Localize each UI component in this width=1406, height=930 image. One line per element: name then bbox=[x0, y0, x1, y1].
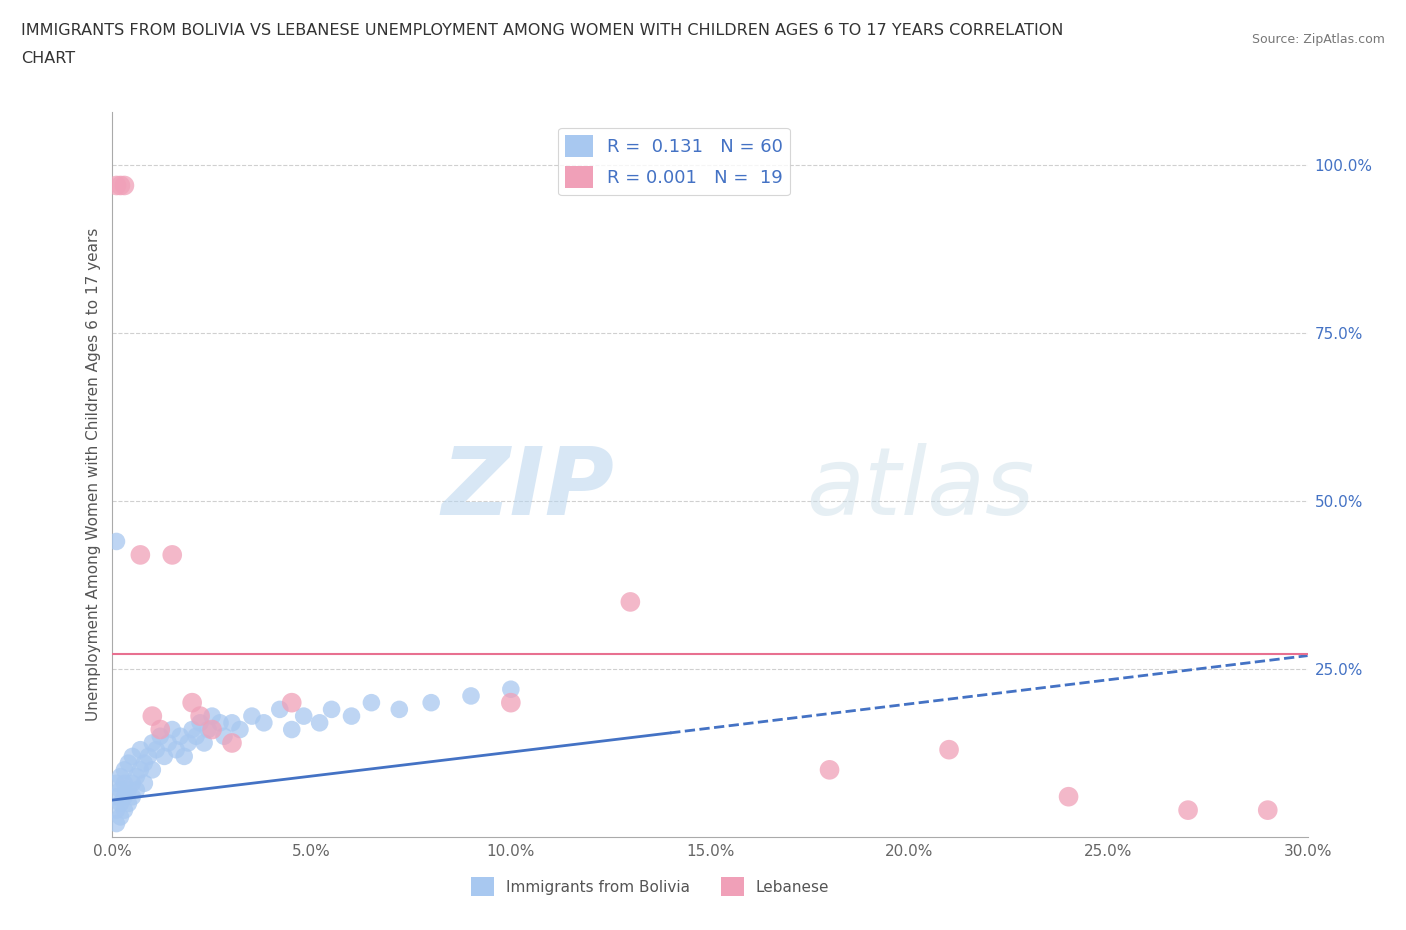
Point bbox=[141, 736, 163, 751]
Point bbox=[134, 776, 156, 790]
Point bbox=[177, 736, 200, 751]
Point bbox=[360, 696, 382, 711]
Point bbox=[129, 763, 152, 777]
Point bbox=[193, 736, 215, 751]
Point bbox=[157, 736, 180, 751]
Point bbox=[253, 715, 276, 730]
Point bbox=[188, 715, 211, 730]
Point bbox=[149, 722, 172, 737]
Point bbox=[110, 809, 132, 824]
Point bbox=[201, 722, 224, 737]
Point bbox=[110, 782, 132, 797]
Point bbox=[121, 749, 143, 764]
Point bbox=[114, 790, 135, 804]
Point bbox=[105, 817, 128, 831]
Point bbox=[1177, 803, 1199, 817]
Text: IMMIGRANTS FROM BOLIVIA VS LEBANESE UNEMPLOYMENT AMONG WOMEN WITH CHILDREN AGES : IMMIGRANTS FROM BOLIVIA VS LEBANESE UNEM… bbox=[21, 23, 1063, 38]
Point bbox=[197, 722, 219, 737]
Point bbox=[240, 709, 263, 724]
Text: ZIP: ZIP bbox=[441, 443, 614, 535]
Point bbox=[221, 736, 243, 751]
Point bbox=[114, 803, 135, 817]
Point bbox=[321, 702, 343, 717]
Point bbox=[105, 178, 128, 193]
Point bbox=[1257, 803, 1279, 817]
Point bbox=[420, 696, 443, 711]
Point bbox=[138, 749, 160, 764]
Point bbox=[269, 702, 291, 717]
Point bbox=[499, 682, 522, 697]
Point bbox=[141, 763, 163, 777]
Point bbox=[125, 769, 148, 784]
Point bbox=[110, 178, 132, 193]
Point bbox=[105, 790, 128, 804]
Point bbox=[141, 709, 163, 724]
Legend: Immigrants from Bolivia, Lebanese: Immigrants from Bolivia, Lebanese bbox=[465, 871, 835, 902]
Point bbox=[134, 756, 156, 771]
Point bbox=[1057, 790, 1080, 804]
Point bbox=[121, 790, 143, 804]
Point bbox=[181, 696, 204, 711]
Point bbox=[292, 709, 315, 724]
Point bbox=[340, 709, 363, 724]
Point bbox=[201, 709, 224, 724]
Point bbox=[460, 688, 482, 703]
Point bbox=[117, 796, 139, 811]
Point bbox=[181, 722, 204, 737]
Point bbox=[619, 594, 641, 609]
Point bbox=[938, 742, 960, 757]
Point bbox=[114, 763, 135, 777]
Point bbox=[117, 756, 139, 771]
Point bbox=[388, 702, 411, 717]
Point bbox=[162, 722, 183, 737]
Point bbox=[105, 776, 128, 790]
Point bbox=[125, 782, 148, 797]
Point bbox=[281, 696, 304, 711]
Point bbox=[153, 749, 176, 764]
Point bbox=[129, 548, 152, 563]
Point bbox=[105, 534, 128, 549]
Y-axis label: Unemployment Among Women with Children Ages 6 to 17 years: Unemployment Among Women with Children A… bbox=[86, 228, 101, 721]
Point bbox=[818, 763, 841, 777]
Text: Source: ZipAtlas.com: Source: ZipAtlas.com bbox=[1251, 33, 1385, 46]
Point bbox=[129, 742, 152, 757]
Point bbox=[188, 709, 211, 724]
Point bbox=[114, 776, 135, 790]
Point bbox=[186, 729, 208, 744]
Point bbox=[110, 796, 132, 811]
Point bbox=[162, 548, 183, 563]
Point bbox=[221, 715, 243, 730]
Point bbox=[281, 722, 304, 737]
Point bbox=[145, 742, 167, 757]
Text: atlas: atlas bbox=[806, 444, 1033, 535]
Point bbox=[117, 782, 139, 797]
Point bbox=[499, 696, 522, 711]
Point bbox=[169, 729, 191, 744]
Point bbox=[121, 776, 143, 790]
Point bbox=[229, 722, 252, 737]
Point bbox=[308, 715, 330, 730]
Point bbox=[105, 803, 128, 817]
Point bbox=[173, 749, 195, 764]
Text: CHART: CHART bbox=[21, 51, 75, 66]
Point bbox=[165, 742, 187, 757]
Point bbox=[149, 729, 172, 744]
Point bbox=[208, 715, 231, 730]
Point bbox=[212, 729, 235, 744]
Point bbox=[114, 178, 135, 193]
Point bbox=[110, 769, 132, 784]
